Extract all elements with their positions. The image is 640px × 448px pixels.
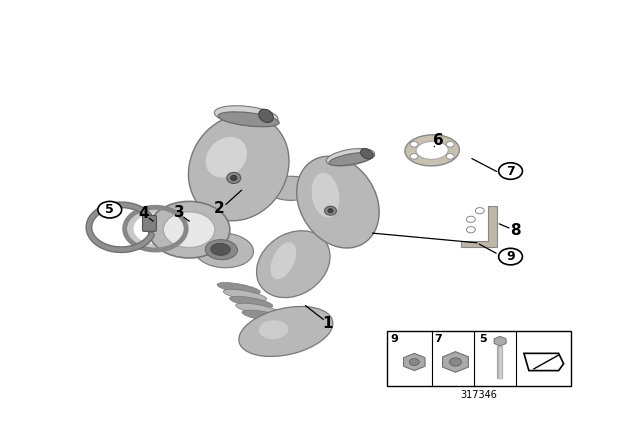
Bar xyxy=(387,332,571,386)
Text: 1: 1 xyxy=(323,316,333,332)
Ellipse shape xyxy=(194,233,253,268)
Circle shape xyxy=(446,154,454,159)
Circle shape xyxy=(410,154,418,159)
Ellipse shape xyxy=(188,114,289,221)
Ellipse shape xyxy=(259,320,288,339)
Ellipse shape xyxy=(312,173,339,218)
Circle shape xyxy=(134,214,177,244)
Text: 317346: 317346 xyxy=(460,390,497,400)
Text: 3: 3 xyxy=(174,205,184,220)
Ellipse shape xyxy=(217,283,260,294)
Ellipse shape xyxy=(223,289,266,301)
Ellipse shape xyxy=(211,243,230,255)
Ellipse shape xyxy=(416,142,448,159)
Circle shape xyxy=(476,207,484,214)
FancyBboxPatch shape xyxy=(143,215,156,231)
Ellipse shape xyxy=(329,152,374,165)
Ellipse shape xyxy=(236,303,279,315)
Ellipse shape xyxy=(259,109,273,123)
Circle shape xyxy=(467,216,476,223)
Circle shape xyxy=(148,202,230,258)
Ellipse shape xyxy=(271,242,296,279)
Text: 8: 8 xyxy=(510,223,521,238)
Ellipse shape xyxy=(230,175,237,181)
Ellipse shape xyxy=(227,172,241,184)
Ellipse shape xyxy=(328,209,333,213)
Circle shape xyxy=(446,142,454,147)
Circle shape xyxy=(125,208,185,250)
Text: 7: 7 xyxy=(506,164,515,177)
Ellipse shape xyxy=(326,149,374,166)
Circle shape xyxy=(163,212,215,248)
Circle shape xyxy=(410,142,418,147)
Text: 9: 9 xyxy=(506,250,515,263)
Circle shape xyxy=(98,202,122,218)
Text: 5: 5 xyxy=(479,334,486,344)
Circle shape xyxy=(410,358,419,366)
Ellipse shape xyxy=(405,135,460,166)
Ellipse shape xyxy=(230,296,273,308)
Ellipse shape xyxy=(360,149,373,159)
Ellipse shape xyxy=(242,310,285,322)
Circle shape xyxy=(499,248,522,265)
Text: 7: 7 xyxy=(434,334,442,344)
Ellipse shape xyxy=(205,240,237,260)
Ellipse shape xyxy=(266,176,316,200)
Polygon shape xyxy=(461,206,497,247)
Ellipse shape xyxy=(297,156,379,248)
Ellipse shape xyxy=(214,106,278,126)
Ellipse shape xyxy=(324,206,337,215)
Ellipse shape xyxy=(218,112,279,127)
Circle shape xyxy=(449,358,461,366)
Text: 6: 6 xyxy=(433,133,444,148)
Text: 9: 9 xyxy=(390,334,399,344)
Ellipse shape xyxy=(205,137,247,177)
Ellipse shape xyxy=(257,231,330,297)
Ellipse shape xyxy=(239,306,333,357)
Text: 5: 5 xyxy=(106,203,114,216)
Circle shape xyxy=(467,227,476,233)
Text: 4: 4 xyxy=(138,206,149,220)
Text: 2: 2 xyxy=(214,202,224,216)
Circle shape xyxy=(499,163,522,179)
